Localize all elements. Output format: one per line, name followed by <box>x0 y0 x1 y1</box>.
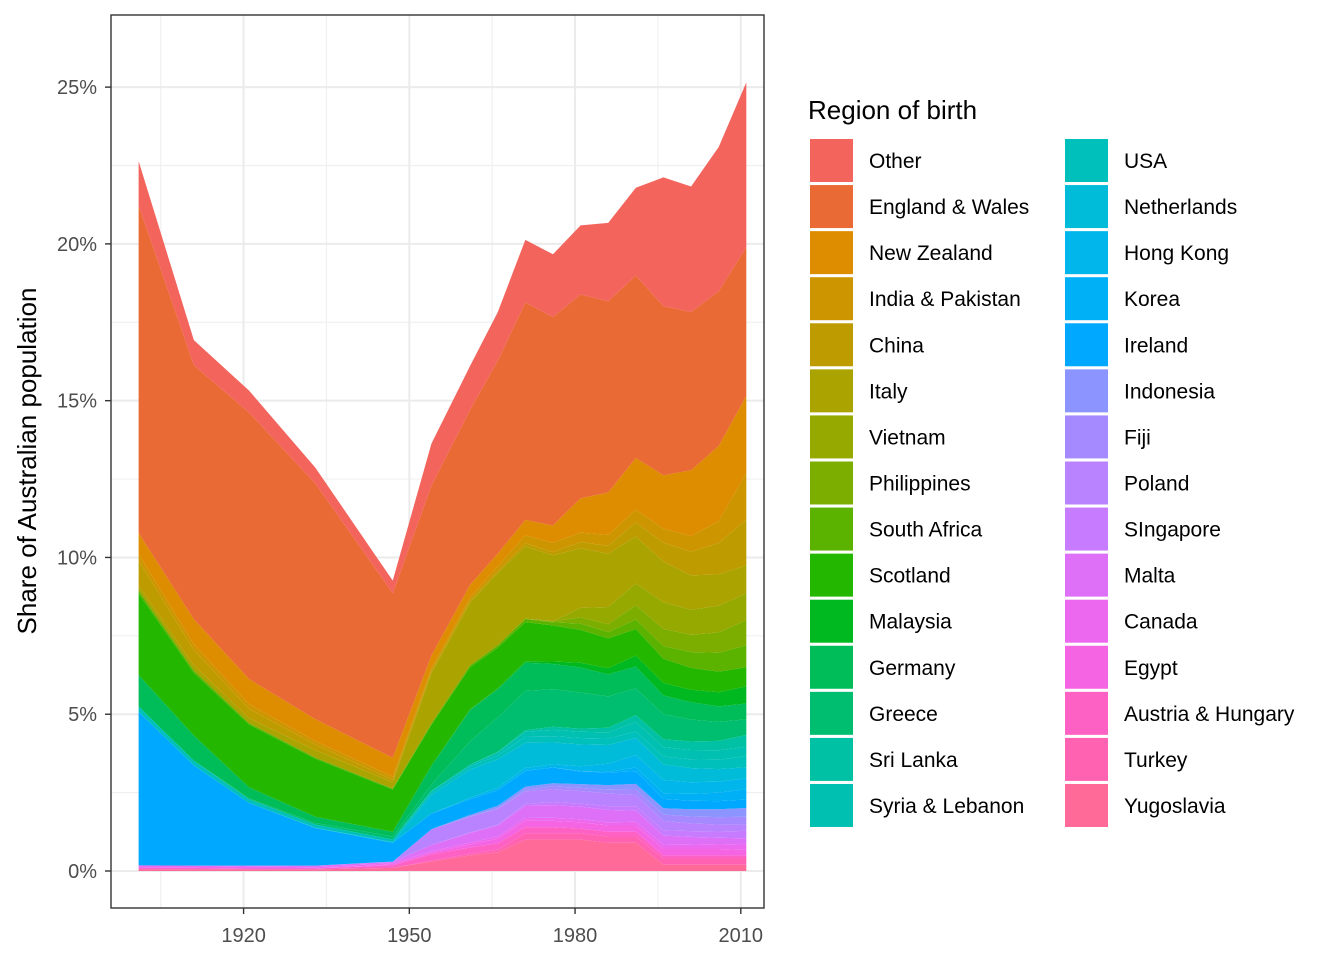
y-axis-title: Share of Australian population <box>12 288 42 635</box>
legend-key <box>1065 185 1108 229</box>
legend-key <box>1065 553 1108 597</box>
legend-label: Turkey <box>1124 749 1188 772</box>
legend-key <box>810 185 853 229</box>
legend-key <box>1065 783 1108 827</box>
legend-key <box>810 645 853 689</box>
legend-key <box>810 139 853 182</box>
y-tick-label: 15% <box>57 391 97 413</box>
area-italy <box>138 536 747 789</box>
legend-key <box>810 277 853 321</box>
y-axis: 0% 5% 10% 15% 20% 25% <box>57 77 111 883</box>
panel-border <box>110 14 765 909</box>
legend-key <box>1065 737 1108 781</box>
legend-label: Canada <box>1124 611 1198 634</box>
legend-label: Ireland <box>1124 334 1188 357</box>
legend-label: Sri Lanka <box>869 749 958 772</box>
y-tick-label: 5% <box>68 704 97 726</box>
legend-label: Poland <box>1124 472 1189 495</box>
x-tick-label: 1920 <box>221 925 266 947</box>
area-ireland <box>138 711 747 866</box>
area-usa <box>138 706 747 843</box>
legend-key <box>810 415 853 459</box>
legend-key <box>1065 461 1108 505</box>
legend-label: Other <box>869 150 922 173</box>
area-greece <box>138 688 747 840</box>
legend-label: India & Pakistan <box>869 288 1021 311</box>
legend-key <box>810 507 853 551</box>
area-layers <box>138 82 747 871</box>
legend-label: Indonesia <box>1124 380 1215 403</box>
legend-label: Fiji <box>1124 426 1151 449</box>
legend-label: USA <box>1124 150 1167 173</box>
legend-key <box>1065 323 1108 367</box>
area-scotland <box>138 593 747 832</box>
legend-label: SIngapore <box>1124 519 1221 542</box>
legend-label: Italy <box>869 380 908 403</box>
legend-key <box>1065 277 1108 321</box>
legend-key <box>810 783 853 827</box>
legend-key <box>1065 139 1108 182</box>
y-tick-label: 20% <box>57 234 97 256</box>
legend-label: Yugoslavia <box>1124 795 1226 818</box>
legend-key <box>810 231 853 275</box>
legend-key <box>810 599 853 643</box>
legend-label: Vietnam <box>869 426 946 449</box>
legend-key <box>810 369 853 413</box>
legend-key <box>1065 691 1108 735</box>
legend-key <box>810 461 853 505</box>
y-tick-label: 0% <box>68 861 97 883</box>
legend-label: Netherlands <box>1124 196 1237 219</box>
legend-label: Korea <box>1124 288 1180 311</box>
y-tick-label: 25% <box>57 77 97 99</box>
legend-label: Austria & Hungary <box>1124 703 1295 726</box>
legend-key <box>810 691 853 735</box>
legend-label: Syria & Lebanon <box>869 795 1024 818</box>
legend-key <box>810 737 853 781</box>
legend-label: China <box>869 334 924 357</box>
legend-label: Egypt <box>1124 657 1178 680</box>
legend-label: Malaysia <box>869 611 952 634</box>
x-tick-label: 1980 <box>553 925 598 947</box>
legend-label: Germany <box>869 657 956 680</box>
y-tick-label: 10% <box>57 547 97 569</box>
legend-label: Hong Kong <box>1124 242 1229 265</box>
legend-key <box>1065 507 1108 551</box>
legend: Region of birth Other England & Wales New … <box>808 95 1295 827</box>
legend-label: Scotland <box>869 565 951 588</box>
legend-title: Region of birth <box>808 95 977 125</box>
legend-key <box>1065 415 1108 459</box>
legend-label: South Africa <box>869 519 983 542</box>
legend-key <box>1065 231 1108 275</box>
area-poland <box>138 789 747 866</box>
x-tick-label: 1950 <box>387 925 432 947</box>
legend-label: England & Wales <box>869 196 1029 219</box>
x-tick-label: 2010 <box>719 925 764 947</box>
area-yugoslavia <box>138 839 747 871</box>
legend-label: Malta <box>1124 565 1176 588</box>
legend-key <box>810 323 853 367</box>
legend-label: New Zealand <box>869 242 993 265</box>
plot-panel <box>110 14 765 909</box>
legend-label: Philippines <box>869 472 971 495</box>
legend-key <box>1065 645 1108 689</box>
x-axis: 1920 1950 1980 2010 <box>221 908 763 947</box>
legend-label: Greece <box>869 703 938 726</box>
legend-key <box>1065 599 1108 643</box>
area-malta <box>138 805 747 868</box>
area-england-wales <box>138 205 747 758</box>
legend-key <box>1065 369 1108 413</box>
legend-key <box>810 553 853 597</box>
